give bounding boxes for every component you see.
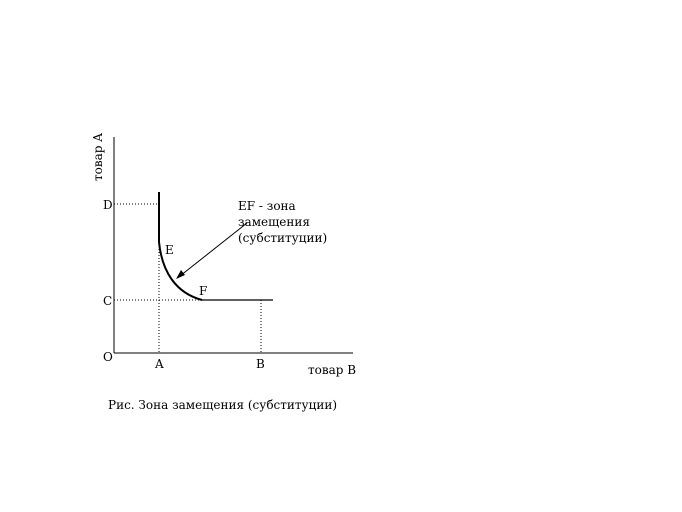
label-b: B <box>256 357 265 371</box>
figure-caption: Рис. Зона замещения (субституции) <box>108 398 338 412</box>
annotation-line-1: EF - зона <box>238 199 296 213</box>
x-axis-title: товар B <box>308 363 357 377</box>
y-axis-title: товар A <box>91 133 105 181</box>
label-a: A <box>155 357 164 371</box>
label-f: F <box>199 284 208 298</box>
curve-ef-zone <box>158 241 203 301</box>
annotation-arrow-line <box>179 222 248 277</box>
annotation-line-2: замещения <box>238 215 310 229</box>
label-e: E <box>165 243 174 257</box>
label-origin: O <box>103 350 113 364</box>
label-c: C <box>103 294 113 308</box>
annotation-line-3: (субституции) <box>238 231 328 245</box>
annotation-text: EF - зона замещения (субституции) <box>238 198 327 246</box>
annotation-arrow-head <box>176 270 185 279</box>
label-d: D <box>103 198 113 212</box>
